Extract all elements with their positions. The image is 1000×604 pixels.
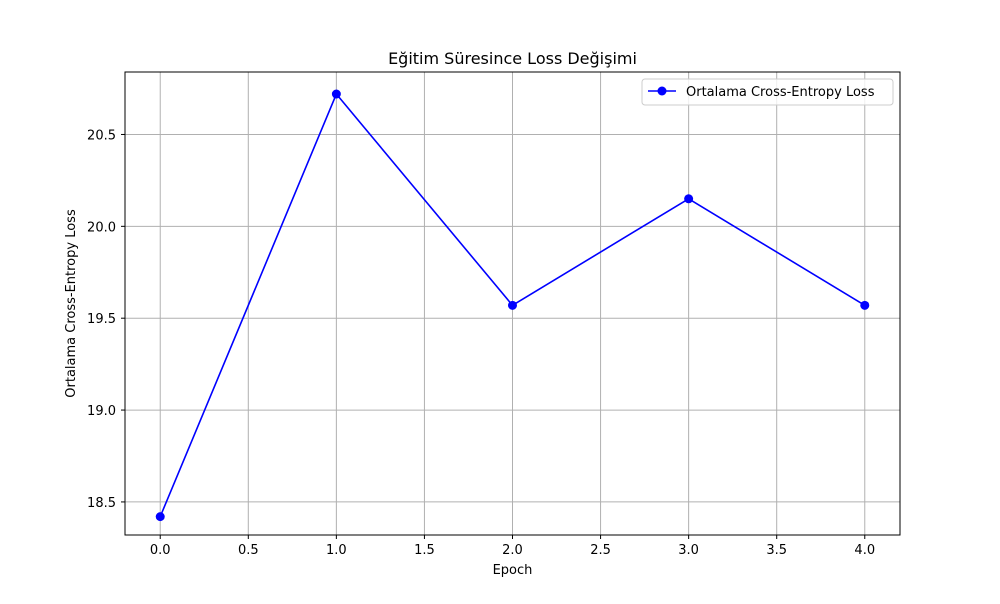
x-axis-label: Epoch xyxy=(493,563,533,578)
y-axis-label: Ortalama Cross-Entropy Loss xyxy=(64,209,79,398)
chart-title: Eğitim Süresince Loss Değişimi xyxy=(388,49,637,68)
x-tick-label: 1.5 xyxy=(414,543,435,558)
x-tick-label: 4.0 xyxy=(854,543,875,558)
data-point xyxy=(331,89,341,99)
x-tick-label: 1.0 xyxy=(326,543,347,558)
x-tick-label: 3.0 xyxy=(678,543,699,558)
legend-marker-sample xyxy=(657,86,667,96)
y-tick-label: 19.5 xyxy=(87,312,116,327)
x-tick-label: 2.0 xyxy=(502,543,523,558)
y-tick-label: 19.0 xyxy=(87,404,116,419)
x-tick-label: 2.5 xyxy=(590,543,611,558)
data-point xyxy=(684,194,694,204)
x-tick-label: 3.5 xyxy=(766,543,787,558)
data-point xyxy=(508,300,517,310)
legend-box xyxy=(641,78,894,106)
data-point xyxy=(860,300,870,310)
x-tick-label: 0.5 xyxy=(238,543,259,558)
y-axis: 18.5 19.0 19.5 20.0 20.5 xyxy=(87,128,125,511)
x-axis: 0.0 0.5 1.0 1.5 2.0 2.5 3.0 3.5 4.0 xyxy=(150,535,875,558)
y-tick-label: 20.5 xyxy=(87,128,116,143)
data-point xyxy=(155,512,165,522)
legend-entry-label: Ortalama Cross-Entropy Loss xyxy=(686,85,875,100)
series-layer xyxy=(155,89,870,522)
x-tick-label: 0.0 xyxy=(150,543,171,558)
legend: Ortalama Cross-Entropy Loss xyxy=(641,78,894,106)
grid xyxy=(125,72,900,535)
y-tick-label: 18.5 xyxy=(87,496,116,511)
y-tick-label: 20.0 xyxy=(87,220,116,235)
